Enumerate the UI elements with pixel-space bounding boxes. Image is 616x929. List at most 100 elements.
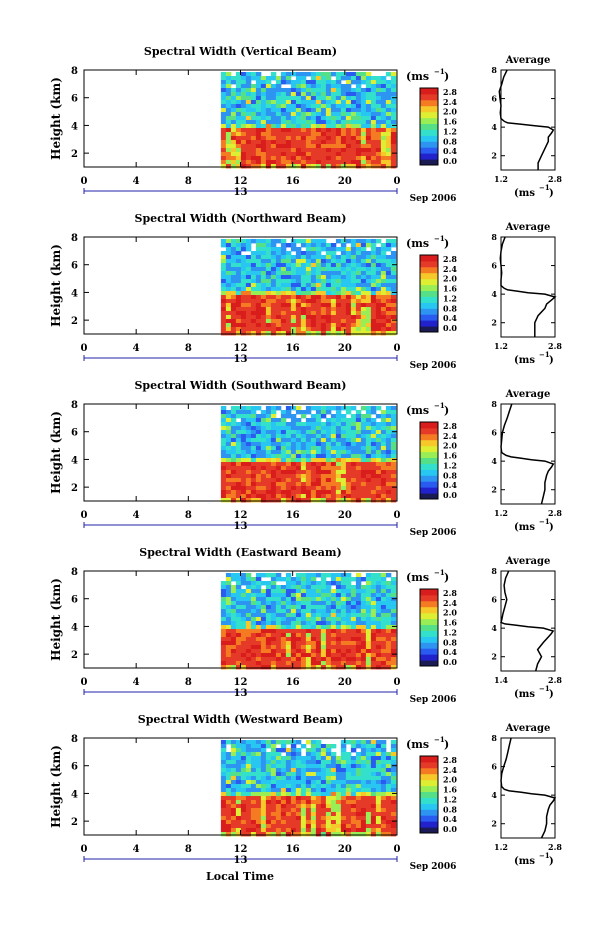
heatmap-cell <box>230 76 237 81</box>
heatmap-cell <box>265 816 272 821</box>
heatmap-cell <box>310 128 317 133</box>
heatmap-cell <box>220 645 227 650</box>
heatmap-cell <box>305 657 312 662</box>
heatmap-cell <box>220 251 227 256</box>
heatmap-cell <box>335 800 342 805</box>
heatmap-cell <box>255 438 262 443</box>
heatmap-cell <box>300 816 307 821</box>
heatmap-cell <box>270 482 277 487</box>
heatmap-cell <box>310 812 317 817</box>
heatmap-cell <box>280 283 287 288</box>
heatmap-cell <box>225 331 232 336</box>
heatmap-cell <box>370 84 377 89</box>
heatmap-cell <box>285 295 292 300</box>
heatmap-cell <box>290 589 297 594</box>
heatmap-cell <box>320 832 327 837</box>
heatmap-cell <box>345 633 352 638</box>
heatmap-cell <box>315 617 322 622</box>
heatmap-cell <box>365 430 372 435</box>
heatmap-cell <box>390 136 397 141</box>
heatmap-cell <box>310 430 317 435</box>
heatmap-cell <box>230 426 237 431</box>
heatmap-cell <box>300 140 307 145</box>
heatmap-cell <box>220 589 227 594</box>
heatmap-cell <box>240 152 247 157</box>
heatmap-cell <box>295 88 302 93</box>
heatmap-cell <box>325 494 332 499</box>
heatmap-cell <box>255 430 262 435</box>
heatmap-cell <box>225 267 232 272</box>
heatmap-cell <box>320 442 327 447</box>
heatmap-cell <box>280 251 287 256</box>
x-tick-label: 20 <box>338 176 352 187</box>
heatmap-cell <box>345 828 352 833</box>
heatmap-cell <box>240 613 247 618</box>
heatmap-cell <box>300 573 307 578</box>
colorbar-swatch <box>420 260 438 268</box>
heatmap-cell <box>285 116 292 121</box>
heatmap-cell <box>310 832 317 837</box>
heatmap-cell <box>295 104 302 109</box>
heatmap-cell <box>365 820 372 825</box>
heatmap-cell <box>325 72 332 77</box>
heatmap-cell <box>265 160 272 165</box>
heatmap-cell <box>320 577 327 582</box>
heatmap-cell <box>385 760 392 765</box>
heatmap-cell <box>310 152 317 157</box>
heatmap-cell <box>235 76 242 81</box>
heatmap-cell <box>285 331 292 336</box>
heatmap-cell <box>260 458 267 463</box>
heatmap-cell <box>280 315 287 320</box>
heatmap-cell <box>385 633 392 638</box>
heatmap-cell <box>320 132 327 137</box>
heatmap-cell <box>300 593 307 598</box>
heatmap-cell <box>260 454 267 459</box>
heatmap-cell <box>315 76 322 81</box>
heatmap-cell <box>290 283 297 288</box>
heatmap-cell <box>375 788 382 793</box>
heatmap-cell <box>245 442 252 447</box>
heatmap-cell <box>235 243 242 248</box>
heatmap-cell <box>330 581 337 586</box>
heatmap-cell <box>355 144 362 149</box>
heatmap-cell <box>320 406 327 411</box>
heatmap-cell <box>300 653 307 658</box>
heatmap-cell <box>295 617 302 622</box>
heatmap-cell <box>375 625 382 630</box>
heatmap-cell <box>375 434 382 439</box>
heatmap-cell <box>265 124 272 129</box>
heatmap-cell <box>290 422 297 427</box>
heatmap-cell <box>275 307 282 312</box>
month-label: Sep 2006 <box>410 361 457 371</box>
average-y-tick-label: 4 <box>491 790 497 800</box>
heatmap-cell <box>225 108 232 113</box>
heatmap-cell <box>275 589 282 594</box>
heatmap-cell <box>300 756 307 761</box>
heatmap-cell <box>350 629 357 634</box>
heatmap-cell <box>275 764 282 769</box>
x-tick-label: 0 <box>81 176 88 187</box>
heatmap-cell <box>335 88 342 93</box>
heatmap-cell <box>350 649 357 654</box>
heatmap-cell <box>335 820 342 825</box>
heatmap-cell <box>315 406 322 411</box>
heatmap-cell <box>345 80 352 85</box>
heatmap-cell <box>315 780 322 785</box>
heatmap-cell <box>345 454 352 459</box>
heatmap-cell <box>220 426 227 431</box>
heatmap-cell <box>340 653 347 658</box>
heatmap-cell <box>265 482 272 487</box>
heatmap-cell <box>380 136 387 141</box>
heatmap-cell <box>355 283 362 288</box>
heatmap-cell <box>255 406 262 411</box>
heatmap-cell <box>305 649 312 654</box>
heatmap-cell <box>220 422 227 427</box>
heatmap-cell <box>300 307 307 312</box>
heatmap-cell <box>280 295 287 300</box>
heatmap-cell <box>380 458 387 463</box>
heatmap-cell <box>225 323 232 328</box>
heatmap-cell <box>385 605 392 610</box>
heatmap-cell <box>310 112 317 117</box>
heatmap-cell <box>225 470 232 475</box>
heatmap-cell <box>275 609 282 614</box>
